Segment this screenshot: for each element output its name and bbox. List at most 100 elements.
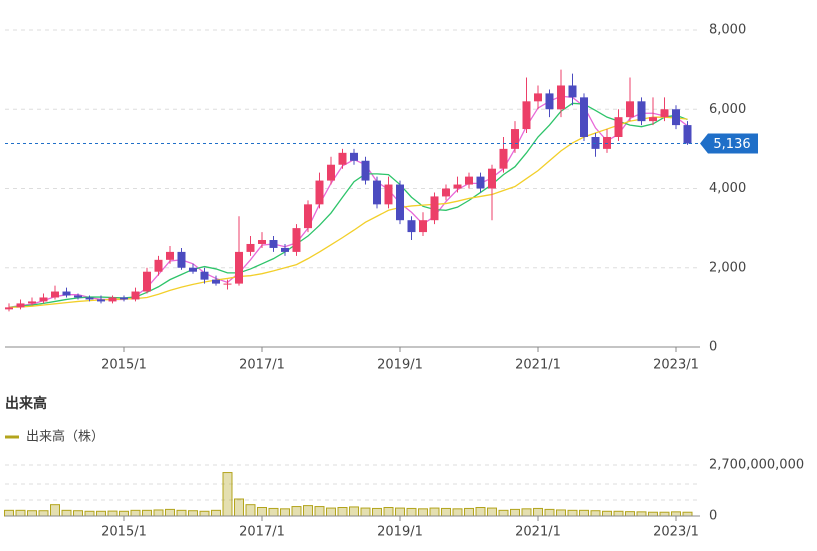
candle-body xyxy=(373,180,381,205)
candle-body xyxy=(177,251,186,268)
candle-body xyxy=(660,109,669,118)
volume-bar xyxy=(406,507,417,517)
volume-bar xyxy=(682,511,693,517)
candle-body xyxy=(166,251,174,260)
volume-bar xyxy=(199,510,210,517)
x-tick-label: 2023/1 xyxy=(653,525,699,540)
candle-body xyxy=(39,297,48,302)
volume-bar xyxy=(165,508,175,517)
candle-body xyxy=(304,204,312,229)
volume-bar xyxy=(625,511,635,517)
volume-bar xyxy=(579,509,589,517)
candle-body xyxy=(189,267,197,272)
volume-bar xyxy=(602,510,612,517)
candle-body xyxy=(672,109,680,126)
candle-body xyxy=(522,101,531,130)
candle-body xyxy=(350,152,358,161)
candle-body xyxy=(499,148,508,169)
candle-body xyxy=(568,85,577,98)
candle-body xyxy=(62,291,71,296)
volume-bar xyxy=(107,510,118,517)
candle-body xyxy=(108,297,117,302)
x-tick-label: 2019/1 xyxy=(377,525,423,540)
volume-bar xyxy=(349,506,359,517)
x-tick-label: 2017/1 xyxy=(239,525,285,540)
volume-bar xyxy=(245,504,256,517)
volume-bar xyxy=(395,507,405,517)
volume-bar xyxy=(418,508,428,517)
candle-body xyxy=(143,271,151,292)
candle-body xyxy=(545,93,554,110)
candle-body xyxy=(407,220,416,233)
candle-body xyxy=(649,117,657,122)
volume-bar xyxy=(50,504,60,517)
volume-bar xyxy=(119,510,129,517)
candle-body xyxy=(292,228,301,252)
volume-bar xyxy=(280,508,290,517)
candle-body xyxy=(315,180,324,205)
volume-bar xyxy=(659,511,670,517)
candle-body xyxy=(430,196,439,221)
candle-body xyxy=(235,251,243,284)
y-tick-label: 2,700,000,000 xyxy=(709,458,804,473)
volume-bar xyxy=(142,509,152,517)
y-tick-label: 0 xyxy=(709,509,717,524)
candle-body xyxy=(557,85,565,110)
candle-body xyxy=(626,101,634,118)
volume-bar xyxy=(372,507,382,517)
candle-body xyxy=(361,160,370,181)
volume-bar xyxy=(590,510,601,517)
volume-bar xyxy=(15,509,26,517)
volume-bar xyxy=(211,509,221,517)
volume-bar xyxy=(498,509,509,517)
legend-label: 出来高（株） xyxy=(26,429,104,445)
candle-body xyxy=(465,176,473,185)
volume-bar xyxy=(567,509,578,517)
volume-bar xyxy=(613,510,624,517)
volume-bar xyxy=(510,508,520,517)
volume-bar xyxy=(648,511,658,517)
x-tick-label: 2023/1 xyxy=(653,358,699,373)
candle-body xyxy=(614,117,623,137)
volume-bar xyxy=(337,507,348,517)
candle-body xyxy=(120,297,128,300)
candle-body xyxy=(442,188,450,197)
volume-bar xyxy=(429,507,440,517)
candle-body xyxy=(384,184,393,205)
candle-body xyxy=(511,129,519,149)
volume-bar xyxy=(544,508,555,517)
volume-bar xyxy=(257,507,267,517)
volume-bar xyxy=(268,507,279,517)
x-tick-label: 2017/1 xyxy=(239,358,285,373)
last-price-box xyxy=(700,133,758,154)
candle-body xyxy=(603,136,611,149)
candle-body xyxy=(476,176,485,189)
candle-body xyxy=(74,295,82,298)
volume-bar xyxy=(533,507,543,517)
last-price-label: 5,136 xyxy=(713,137,750,152)
volume-bar xyxy=(360,507,371,517)
candle-body xyxy=(281,247,289,252)
candle-body xyxy=(453,184,462,189)
candle-body xyxy=(16,303,25,308)
volume-bar xyxy=(234,498,244,517)
volume-bar xyxy=(130,509,141,517)
y-tick-label: 6,000 xyxy=(709,102,746,117)
volume-bar xyxy=(291,506,302,517)
volume-bar xyxy=(303,505,313,517)
candle-body xyxy=(269,240,278,248)
candle-body xyxy=(534,93,542,102)
volume-bar xyxy=(314,506,325,517)
volume-bar xyxy=(222,472,233,517)
volume-bar xyxy=(188,510,198,517)
volume-bar xyxy=(452,508,463,517)
candle-body xyxy=(258,240,266,244)
volume-bar xyxy=(153,509,164,517)
candle-body xyxy=(246,243,255,252)
volume-bar xyxy=(96,510,106,517)
candle-body xyxy=(28,301,36,304)
candle-body xyxy=(154,259,163,272)
candle-body xyxy=(338,152,347,165)
x-tick-label: 2015/1 xyxy=(101,358,147,373)
candle-body xyxy=(212,279,220,284)
